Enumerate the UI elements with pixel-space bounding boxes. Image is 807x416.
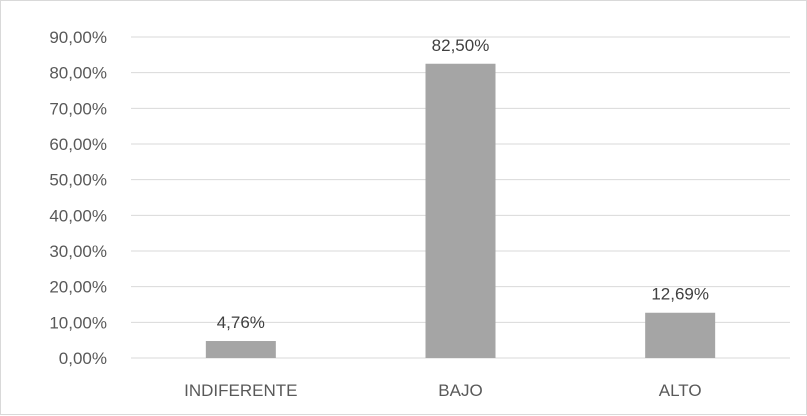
y-tick-label: 0,00% [59,349,107,368]
data-label: 4,76% [217,313,265,332]
y-tick-label: 50,00% [49,171,107,190]
data-labels: 4,76% 82,50% 12,69% [217,36,709,332]
y-tick-label: 40,00% [49,206,107,225]
y-axis-ticks: 0,00% 10,00% 20,00% 30,00% 40,00% 50,00% 60,00… [49,28,107,368]
y-tick-label: 60,00% [49,135,107,154]
y-tick-label: 20,00% [49,278,107,297]
bar-bajo [425,63,496,358]
x-category-label: BAJO [438,381,482,400]
y-tick-label: 10,00% [49,313,107,332]
x-category-label: INDIFERENTE [184,381,297,400]
y-tick-label: 30,00% [49,242,107,261]
y-tick-label: 70,00% [49,99,107,118]
bars [205,63,716,358]
x-axis-categories: INDIFERENTE BAJO ALTO [184,381,701,400]
y-tick-label: 80,00% [49,64,107,83]
y-tick-label: 90,00% [49,28,107,47]
data-label: 82,50% [432,36,490,55]
data-label: 12,69% [651,285,709,304]
bar-indiferente [205,341,276,358]
bar-alto [645,312,716,358]
x-category-label: ALTO [659,381,702,400]
